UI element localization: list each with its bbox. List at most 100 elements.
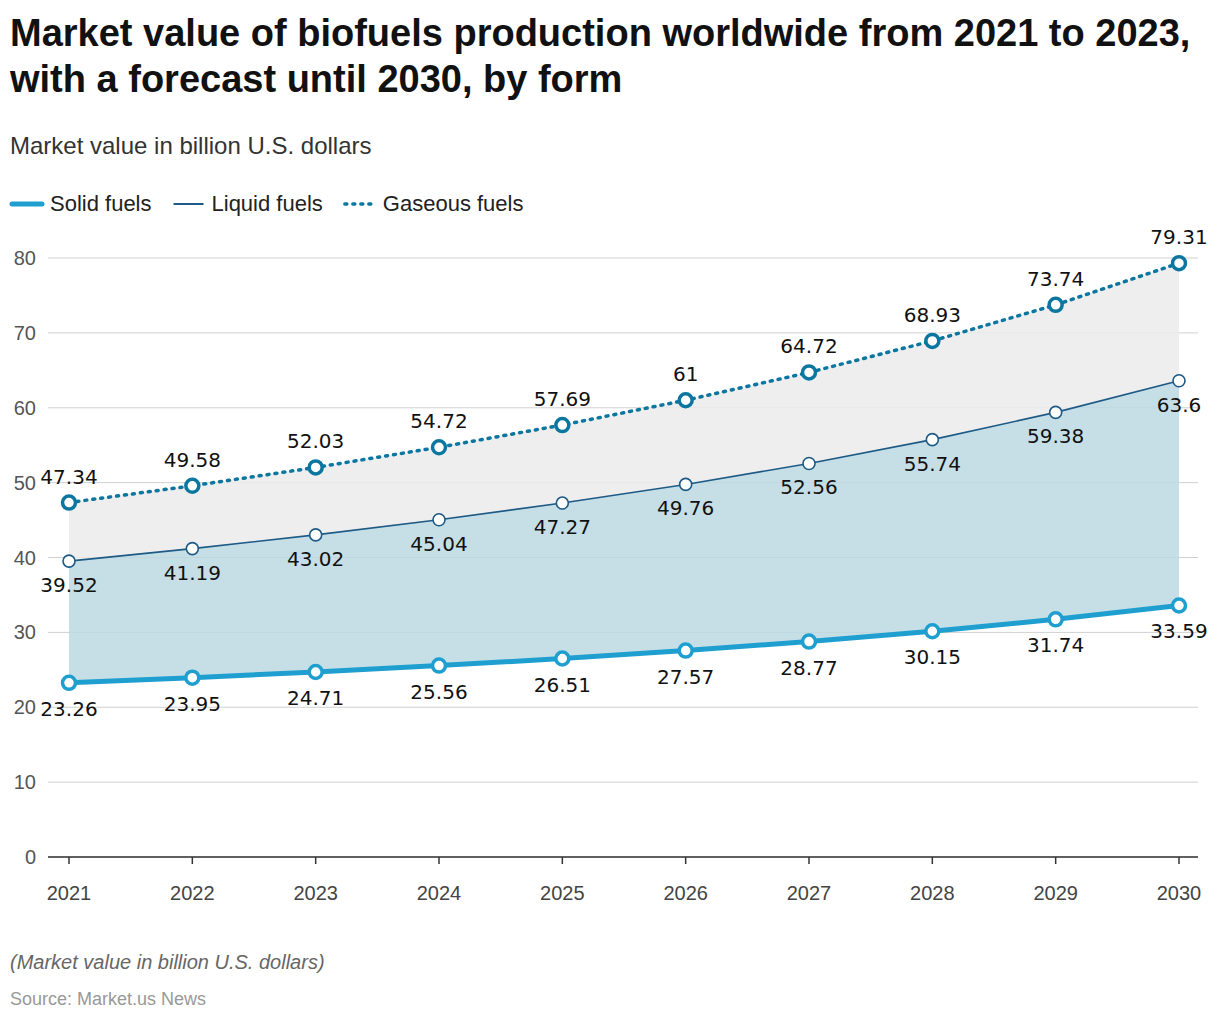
y-tick-label: 0: [25, 846, 36, 868]
grid-line: [48, 258, 1198, 259]
point: [803, 635, 816, 648]
legend-label: Liquid fuels: [212, 191, 323, 216]
data-label: 63.6: [1157, 393, 1202, 417]
legend-swatch: [12, 202, 42, 207]
x-tick: [685, 857, 687, 864]
legend-swatch: [345, 202, 375, 206]
y-tick-label: 80: [14, 247, 36, 269]
data-label: 30.15: [904, 645, 961, 669]
x-tick: [808, 857, 810, 864]
point: [1173, 257, 1186, 270]
y-tick-label: 10: [14, 771, 36, 793]
data-label: 59.38: [1027, 424, 1084, 448]
data-label: 73.74: [1027, 267, 1084, 291]
legend-label: Gaseous fuels: [383, 191, 524, 216]
x-tick: [1055, 857, 1057, 864]
point: [803, 366, 816, 379]
data-label: 24.71: [287, 686, 344, 710]
x-tick-label: 2023: [293, 882, 338, 904]
point: [309, 665, 322, 678]
title: Market value of biofuels production worl…: [10, 10, 1210, 102]
point: [926, 434, 938, 446]
x-tick-label: 2022: [170, 882, 215, 904]
data-label: 55.74: [904, 452, 961, 476]
y-tick-label: 20: [14, 696, 36, 718]
y-tick-label: 40: [14, 547, 36, 569]
x-tick: [562, 857, 564, 864]
point: [309, 461, 322, 474]
x-tick-label: 2029: [1033, 882, 1078, 904]
x-tick: [192, 857, 194, 864]
point: [1173, 375, 1185, 387]
point: [433, 441, 446, 454]
x-tick: [1178, 857, 1180, 864]
point: [1173, 599, 1186, 612]
point: [679, 394, 692, 407]
data-label: 52.03: [287, 429, 344, 453]
x-tick-label: 2030: [1157, 882, 1202, 904]
point: [1049, 298, 1062, 311]
legend: Solid fuels Liquid fuels Gaseous fuels: [12, 191, 523, 216]
x-tick: [315, 857, 317, 864]
data-label: 47.27: [534, 515, 591, 539]
point: [433, 514, 445, 526]
point: [680, 478, 692, 490]
point: [556, 419, 569, 432]
x-tick-label: 2021: [47, 882, 92, 904]
data-label: 61: [673, 362, 698, 386]
legend-swatch: [174, 203, 204, 205]
point: [63, 676, 76, 689]
data-label: 54.72: [410, 409, 467, 433]
point: [803, 457, 815, 469]
legend-label: Solid fuels: [50, 191, 152, 216]
grid-line: [48, 782, 1198, 783]
y-tick-label: 30: [14, 621, 36, 643]
point: [186, 671, 199, 684]
data-label: 79.31: [1150, 225, 1207, 249]
x-tick-label: 2026: [663, 882, 708, 904]
data-label: 27.57: [657, 665, 714, 689]
grid-line: [48, 857, 1198, 858]
series-line: [69, 263, 1179, 502]
x-tick: [932, 857, 934, 864]
point: [310, 529, 322, 541]
point: [556, 652, 569, 665]
data-label: 26.51: [534, 673, 591, 697]
band-fill: [69, 263, 1179, 561]
note: (Market value in billion U.S. dollars): [10, 951, 325, 973]
series-line: [69, 605, 1179, 682]
point: [186, 543, 198, 555]
data-label: 39.52: [40, 573, 97, 597]
x-tick-label: 2024: [417, 882, 462, 904]
data-label: 31.74: [1027, 633, 1084, 657]
data-label: 64.72: [780, 334, 837, 358]
data-label: 57.69: [534, 387, 591, 411]
point: [1049, 613, 1062, 626]
data-label: 41.19: [164, 561, 221, 585]
series-line: [69, 381, 1179, 561]
point: [63, 496, 76, 509]
point: [63, 555, 75, 567]
point: [926, 334, 939, 347]
y-tick-label: 70: [14, 322, 36, 344]
data-label: 23.26: [40, 697, 97, 721]
y-tick-label: 50: [14, 472, 36, 494]
x-tick-label: 2027: [787, 882, 832, 904]
data-label: 47.34: [40, 465, 97, 489]
data-labels: 23.2623.9524.7125.5626.5127.5728.7730.15…: [40, 225, 1207, 721]
data-label: 25.56: [410, 680, 467, 704]
source: Source: Market.us News: [10, 989, 206, 1009]
x-tick: [438, 857, 440, 864]
point: [679, 644, 692, 657]
point: [926, 625, 939, 638]
point: [186, 479, 199, 492]
point: [556, 497, 568, 509]
data-label: 43.02: [287, 547, 344, 571]
x-axis-line: [48, 856, 1198, 858]
x-tick-label: 2028: [910, 882, 955, 904]
data-label: 49.58: [164, 448, 221, 472]
data-label: 68.93: [904, 303, 961, 327]
data-label: 33.59: [1150, 619, 1207, 643]
subtitle: Market value in billion U.S. dollars: [10, 132, 372, 160]
x-tick-label: 2025: [540, 882, 585, 904]
